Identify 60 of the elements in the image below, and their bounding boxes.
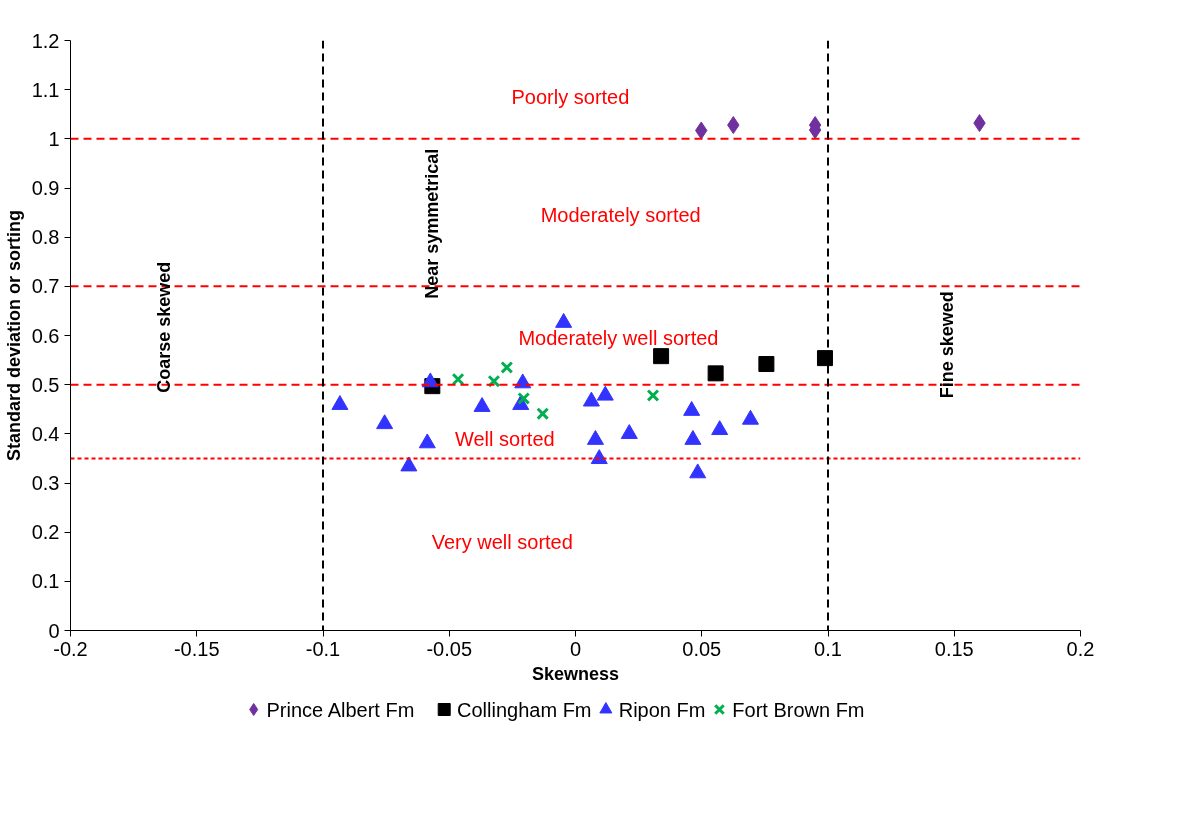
legend-label: Prince Albert Fm [266, 698, 415, 721]
x-tick-label: 0.15 [934, 637, 974, 660]
y-tick-label: 0.4 [31, 422, 60, 445]
point [418, 433, 436, 449]
legend-label: Fort Brown Fm [732, 698, 865, 721]
point [555, 312, 573, 328]
annotation: Well sorted [454, 427, 555, 450]
x-axis-title: Skewness [531, 663, 620, 684]
x-tick-label: -0.05 [426, 637, 473, 660]
point [620, 424, 638, 439]
y-tick-label: 0.6 [31, 324, 60, 347]
point [689, 463, 707, 479]
x-tick-label: -0.1 [305, 637, 341, 660]
point [711, 420, 729, 436]
y-axis-title: Standard deviation or sorting [3, 209, 24, 462]
y-tick-label: 0.2 [31, 521, 60, 544]
point [582, 391, 600, 407]
point [596, 385, 614, 401]
y-tick-label: 0.8 [31, 226, 60, 249]
point [683, 400, 701, 416]
point [331, 395, 349, 410]
point [473, 397, 491, 412]
point [816, 350, 833, 367]
annotation: Near symmetrical [421, 148, 442, 299]
annotation: Coarse skewed [153, 261, 174, 393]
y-tick-label: 1.2 [31, 29, 60, 52]
point [500, 361, 514, 374]
legend-label: Collingham Fm [457, 698, 592, 721]
annotation: Moderately sorted [540, 204, 701, 227]
y-tick-label: 1 [48, 127, 60, 150]
y-tick-label: 0.1 [31, 570, 60, 593]
point [741, 409, 759, 425]
point [646, 389, 660, 402]
x-tick-label: 0.1 [814, 637, 842, 660]
point [586, 430, 604, 445]
point [707, 365, 724, 382]
point [590, 449, 608, 465]
y-tick-label: 0.7 [31, 275, 60, 298]
point [451, 372, 465, 386]
y-tick-label: 1.1 [31, 78, 60, 101]
point [487, 374, 501, 388]
point [517, 391, 531, 405]
annotation: Poorly sorted [511, 86, 630, 109]
y-tick-label: 0.3 [31, 472, 60, 494]
x-tick-label: 0.2 [1066, 637, 1095, 660]
y-tick-label: 0.5 [31, 373, 60, 396]
annotation: Moderately well sorted [518, 326, 719, 349]
point [653, 348, 670, 365]
point [536, 407, 550, 421]
x-tick-label: 0 [569, 637, 582, 660]
annotation: Very well sorted [431, 531, 573, 553]
point [758, 356, 775, 373]
x-tick-label: -0.15 [173, 637, 220, 660]
annotation: Fine skewed [936, 291, 957, 399]
y-tick-label: 0.9 [31, 177, 60, 199]
legend-label: Ripon Fm [618, 698, 706, 721]
point [400, 456, 418, 472]
x-tick-label: 0.05 [682, 637, 722, 660]
point [376, 414, 394, 430]
point [684, 430, 702, 445]
